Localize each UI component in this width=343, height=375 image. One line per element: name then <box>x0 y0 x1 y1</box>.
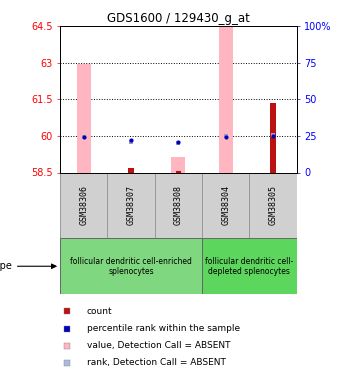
Bar <box>155 172 202 238</box>
Text: percentile rank within the sample: percentile rank within the sample <box>86 324 240 333</box>
Bar <box>270 103 276 172</box>
Bar <box>128 168 134 172</box>
Text: GSM38307: GSM38307 <box>127 185 135 225</box>
Bar <box>60 172 107 238</box>
Bar <box>202 172 249 238</box>
Bar <box>60 238 202 294</box>
Text: follicular dendritic cell-enriched
splenocytes: follicular dendritic cell-enriched splen… <box>70 256 192 276</box>
Bar <box>176 171 181 172</box>
Bar <box>76 64 91 172</box>
Bar <box>107 172 155 238</box>
Text: GSM38304: GSM38304 <box>221 185 230 225</box>
Bar <box>218 26 233 172</box>
Text: GSM38306: GSM38306 <box>79 185 88 225</box>
Text: rank, Detection Call = ABSENT: rank, Detection Call = ABSENT <box>86 358 225 368</box>
Bar <box>171 157 186 172</box>
Text: follicular dendritic cell-
depleted splenocytes: follicular dendritic cell- depleted sple… <box>205 256 294 276</box>
Title: GDS1600 / 129430_g_at: GDS1600 / 129430_g_at <box>107 12 250 25</box>
Text: GSM38308: GSM38308 <box>174 185 183 225</box>
Text: value, Detection Call = ABSENT: value, Detection Call = ABSENT <box>86 341 230 350</box>
Text: GSM38305: GSM38305 <box>269 185 277 225</box>
Bar <box>202 238 297 294</box>
Text: cell type: cell type <box>0 261 56 271</box>
Bar <box>249 172 297 238</box>
Text: count: count <box>86 307 112 316</box>
